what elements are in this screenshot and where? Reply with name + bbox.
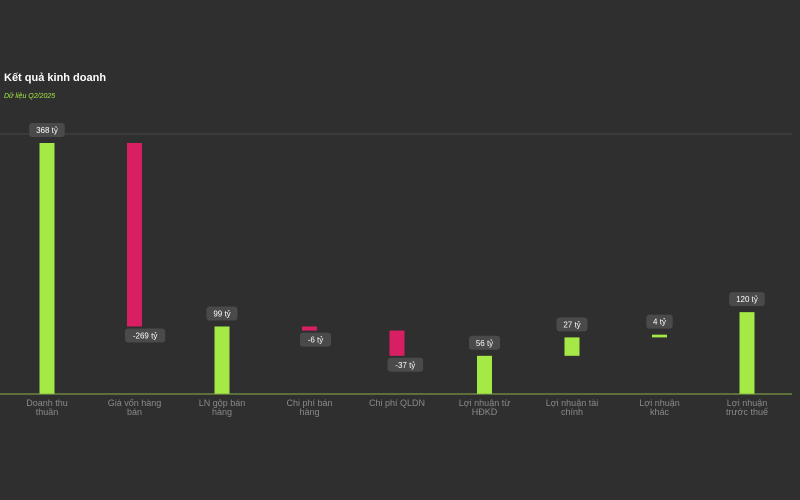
value-label-text: -37 tỷ	[395, 361, 415, 370]
bar-5[interactable]	[477, 355, 492, 394]
value-label-bg	[646, 314, 673, 329]
value-label-text: 368 tỷ	[36, 126, 58, 135]
x-tick-label-0: Doanh thu thuần	[26, 398, 68, 417]
chart-title: Kết quả kinh doanh	[4, 72, 107, 84]
value-label-bg	[300, 332, 331, 347]
x-tick-label-1: Giá vốn hàng bán	[108, 398, 162, 417]
value-label-bg	[206, 306, 238, 321]
x-tick-label-4: Chi phí QLDN	[369, 398, 425, 408]
bar-1[interactable]	[127, 143, 142, 327]
value-label-0: 368 tỷ	[29, 123, 65, 137]
x-tick-label-2: LN gộp bán hàng	[199, 398, 246, 417]
value-label-bg	[125, 328, 166, 343]
value-label-8: 120 tỷ	[729, 292, 765, 307]
bar-4[interactable]	[389, 330, 405, 356]
x-tick-label-7: Lợi nhuận khác	[639, 398, 679, 417]
x-tick-label-6: Lợi nhuận tài chính	[546, 398, 598, 417]
value-label-text: -269 tỷ	[133, 331, 157, 340]
value-label-3: -6 tỷ	[300, 332, 331, 347]
bars-group	[39, 143, 755, 394]
value-label-5: 56 tỷ	[469, 335, 500, 350]
x-tick-label-8: Lợi nhuận trước thuế	[726, 398, 768, 417]
x-tick-label-3: Chi phí bán hàng	[286, 398, 332, 417]
value-label-text: 120 tỷ	[736, 295, 758, 304]
value-label-text: -6 tỷ	[308, 336, 324, 345]
bar-8[interactable]	[739, 312, 755, 394]
x-tick-labels-group: Doanh thu thuần Giá vốn hàng bán LN gộp bán h…	[26, 398, 768, 417]
value-label-bg	[556, 317, 588, 332]
value-label-text: 56 tỷ	[476, 339, 493, 348]
value-label-bg	[469, 335, 500, 350]
value-label-4: -37 tỷ	[387, 357, 424, 372]
bar-0[interactable]	[39, 143, 55, 394]
x-tick-label-5: Lợi nhuận từ HĐKD	[459, 398, 510, 417]
value-label-text: 4 tỷ	[653, 318, 666, 327]
value-label-2: 99 tỷ	[206, 306, 238, 321]
value-label-bg	[29, 123, 65, 137]
value-label-6: 27 tỷ	[556, 317, 588, 332]
value-label-text: 27 tỷ	[563, 320, 580, 329]
value-labels-group: 368 tỷ -269 tỷ 99 tỷ -6 tỷ -37 tỷ 56 tỷ 27 tỷ 4…	[29, 123, 765, 372]
value-label-1: -269 tỷ	[125, 328, 166, 343]
chart-subtitle: Dữ liệu Q2/2025	[4, 93, 56, 100]
value-label-text: 99 tỷ	[213, 309, 230, 318]
bar-7[interactable]	[652, 334, 667, 338]
bar-3[interactable]	[302, 326, 317, 331]
value-label-7: 4 tỷ	[646, 314, 673, 329]
value-label-bg	[729, 292, 765, 307]
bar-6[interactable]	[564, 337, 580, 356]
value-label-bg	[387, 357, 424, 372]
bar-2[interactable]	[214, 326, 230, 394]
